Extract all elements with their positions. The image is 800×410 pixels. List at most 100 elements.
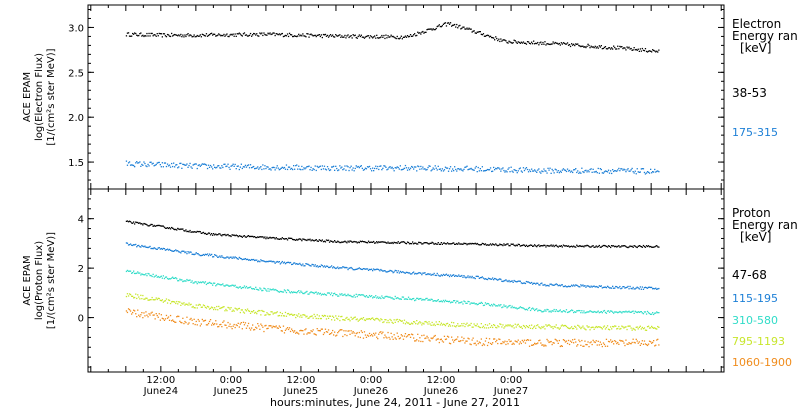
data-point xyxy=(589,329,591,331)
data-point xyxy=(474,32,476,34)
data-point xyxy=(472,169,474,171)
data-point xyxy=(548,311,550,313)
data-point xyxy=(160,166,162,168)
data-point xyxy=(257,323,259,325)
data-point xyxy=(580,312,582,314)
data-point xyxy=(567,44,570,46)
data-point xyxy=(454,339,456,341)
data-point xyxy=(439,243,441,245)
data-point xyxy=(449,166,452,168)
data-point xyxy=(503,243,505,245)
data-point xyxy=(499,40,501,43)
data-point xyxy=(158,32,160,35)
data-point xyxy=(409,167,412,169)
data-point xyxy=(312,329,314,331)
data-point xyxy=(590,285,592,287)
data-point xyxy=(600,168,602,171)
data-point xyxy=(615,170,617,172)
data-point xyxy=(287,328,290,331)
data-point xyxy=(551,310,553,312)
y-axis-label-line: ACE EPAM xyxy=(22,72,33,122)
data-point xyxy=(260,259,262,261)
data-point xyxy=(196,34,198,37)
data-point xyxy=(476,171,478,173)
data-point xyxy=(482,170,485,172)
data-point xyxy=(560,311,562,313)
data-point xyxy=(167,299,170,301)
data-point xyxy=(137,35,139,37)
data-point xyxy=(574,325,576,327)
data-point xyxy=(567,170,570,172)
data-point xyxy=(549,43,551,46)
data-point xyxy=(495,305,497,307)
data-point xyxy=(233,257,235,259)
data-point xyxy=(572,246,574,248)
data-point xyxy=(406,271,409,274)
data-point xyxy=(521,307,523,309)
data-point xyxy=(655,344,657,346)
data-point xyxy=(367,240,370,242)
data-point xyxy=(612,340,614,342)
data-point xyxy=(420,322,422,324)
data-point xyxy=(224,310,226,312)
data-point xyxy=(573,245,575,247)
data-point xyxy=(346,334,348,337)
x-tick-date: June26 xyxy=(353,386,389,397)
data-point xyxy=(289,261,292,264)
data-point xyxy=(504,326,506,328)
data-point xyxy=(412,272,414,274)
data-point xyxy=(350,295,352,297)
data-point xyxy=(376,34,378,36)
data-point xyxy=(264,288,266,290)
data-point xyxy=(188,279,190,281)
data-point xyxy=(378,297,380,299)
data-point xyxy=(631,288,633,290)
data-point xyxy=(212,307,214,309)
data-point xyxy=(323,265,326,267)
data-point xyxy=(508,167,510,169)
data-point xyxy=(201,163,203,165)
data-point xyxy=(283,238,286,240)
data-point xyxy=(155,225,157,227)
data-point xyxy=(469,168,471,170)
data-point xyxy=(394,295,396,298)
data-point xyxy=(203,254,206,256)
data-point xyxy=(514,340,516,342)
data-point xyxy=(497,279,499,281)
data-point xyxy=(180,252,182,254)
data-point xyxy=(247,287,250,289)
data-point xyxy=(437,299,439,301)
data-point xyxy=(574,44,576,47)
data-point xyxy=(428,339,430,341)
data-point xyxy=(145,311,147,313)
data-point xyxy=(524,309,527,311)
data-point xyxy=(632,338,634,340)
data-point xyxy=(207,34,210,37)
data-point xyxy=(374,167,376,170)
data-point xyxy=(640,342,642,345)
data-point xyxy=(542,170,544,173)
data-point xyxy=(248,310,251,312)
data-point xyxy=(203,282,206,284)
data-point xyxy=(621,325,623,327)
data-point xyxy=(302,33,304,35)
data-point xyxy=(241,236,243,238)
data-point xyxy=(143,222,145,225)
data-point xyxy=(527,326,530,329)
data-point xyxy=(238,286,240,288)
data-point xyxy=(572,285,574,287)
data-point xyxy=(178,228,180,230)
data-point xyxy=(650,327,652,329)
data-point xyxy=(611,341,613,343)
data-point xyxy=(651,313,653,315)
data-point xyxy=(134,223,136,225)
data-point xyxy=(254,312,256,314)
data-point xyxy=(377,165,379,168)
data-point xyxy=(251,235,253,238)
data-point xyxy=(305,167,307,169)
data-point xyxy=(632,49,634,51)
data-point xyxy=(631,310,633,313)
data-point xyxy=(127,308,130,310)
data-point xyxy=(261,32,263,34)
data-point xyxy=(628,310,630,312)
